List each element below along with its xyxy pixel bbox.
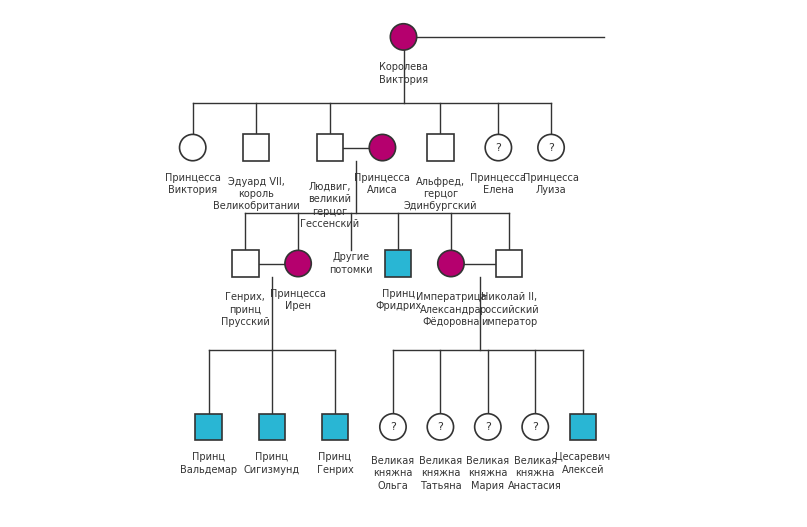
Text: Королева
Виктория: Королева Виктория [379,62,428,85]
Text: ?: ? [495,143,501,152]
Text: Принцесса
Луиза: Принцесса Луиза [523,173,579,196]
Text: Принцесса
Алиса: Принцесса Алиса [354,173,410,196]
Circle shape [437,250,464,277]
Circle shape [380,414,406,440]
Circle shape [538,134,564,161]
Text: ?: ? [390,422,396,432]
Circle shape [522,414,549,440]
Text: ?: ? [437,422,443,432]
Bar [243,134,269,161]
Bar [232,250,258,277]
Text: Николай II,
российский
император: Николай II, российский император [479,292,539,327]
Text: Принц
Фридрих: Принц Фридрих [375,289,421,311]
Text: ?: ? [533,422,538,432]
Text: ?: ? [485,422,491,432]
Text: Людвиг,
великий
герцог
Гессенский: Людвиг, великий герцог Гессенский [300,182,359,229]
Text: Цесаревич
Алексей: Цесаревич Алексей [555,452,610,475]
Text: Другие
потомки: Другие потомки [329,252,373,275]
Text: Принцесса
Елена: Принцесса Елена [470,173,526,196]
Text: Принц
Сигизмунд: Принц Сигизмунд [244,452,300,475]
Circle shape [391,24,416,50]
Text: Принцесса
Виктория: Принцесса Виктория [165,173,220,196]
Bar [258,414,285,440]
Bar [322,414,348,440]
Bar [385,250,412,277]
Bar [427,134,454,161]
Circle shape [427,414,454,440]
Bar [570,414,596,440]
Circle shape [475,414,501,440]
Text: Принц
Вальдемар: Принц Вальдемар [180,452,237,475]
Circle shape [179,134,206,161]
Text: Императрица
Александра
Фёдоровна: Императрица Александра Фёдоровна [416,292,486,327]
Text: Великая
княжна
Ольга: Великая княжна Ольга [371,456,415,491]
Text: Эдуард VII,
король
Великобритании: Эдуард VII, король Великобритании [212,177,299,211]
Bar [495,250,522,277]
Text: Генрих,
принц
Прусский: Генрих, принц Прусский [221,292,270,327]
Circle shape [485,134,512,161]
Text: Принцесса
Ирен: Принцесса Ирен [270,289,326,311]
Text: Принц
Генрих: Принц Генрих [316,452,353,475]
Bar [316,134,343,161]
Text: ?: ? [548,143,554,152]
Text: Великая
княжна
Мария: Великая княжна Мария [466,456,509,491]
Bar [195,414,222,440]
Circle shape [370,134,395,161]
Circle shape [285,250,312,277]
Text: Великая
княжна
Татьяна: Великая княжна Татьяна [419,456,462,491]
Text: Великая
княжна
Анастасия: Великая княжна Анастасия [508,456,562,491]
Text: Альфред,
герцог
Эдинбургский: Альфред, герцог Эдинбургский [404,177,477,211]
